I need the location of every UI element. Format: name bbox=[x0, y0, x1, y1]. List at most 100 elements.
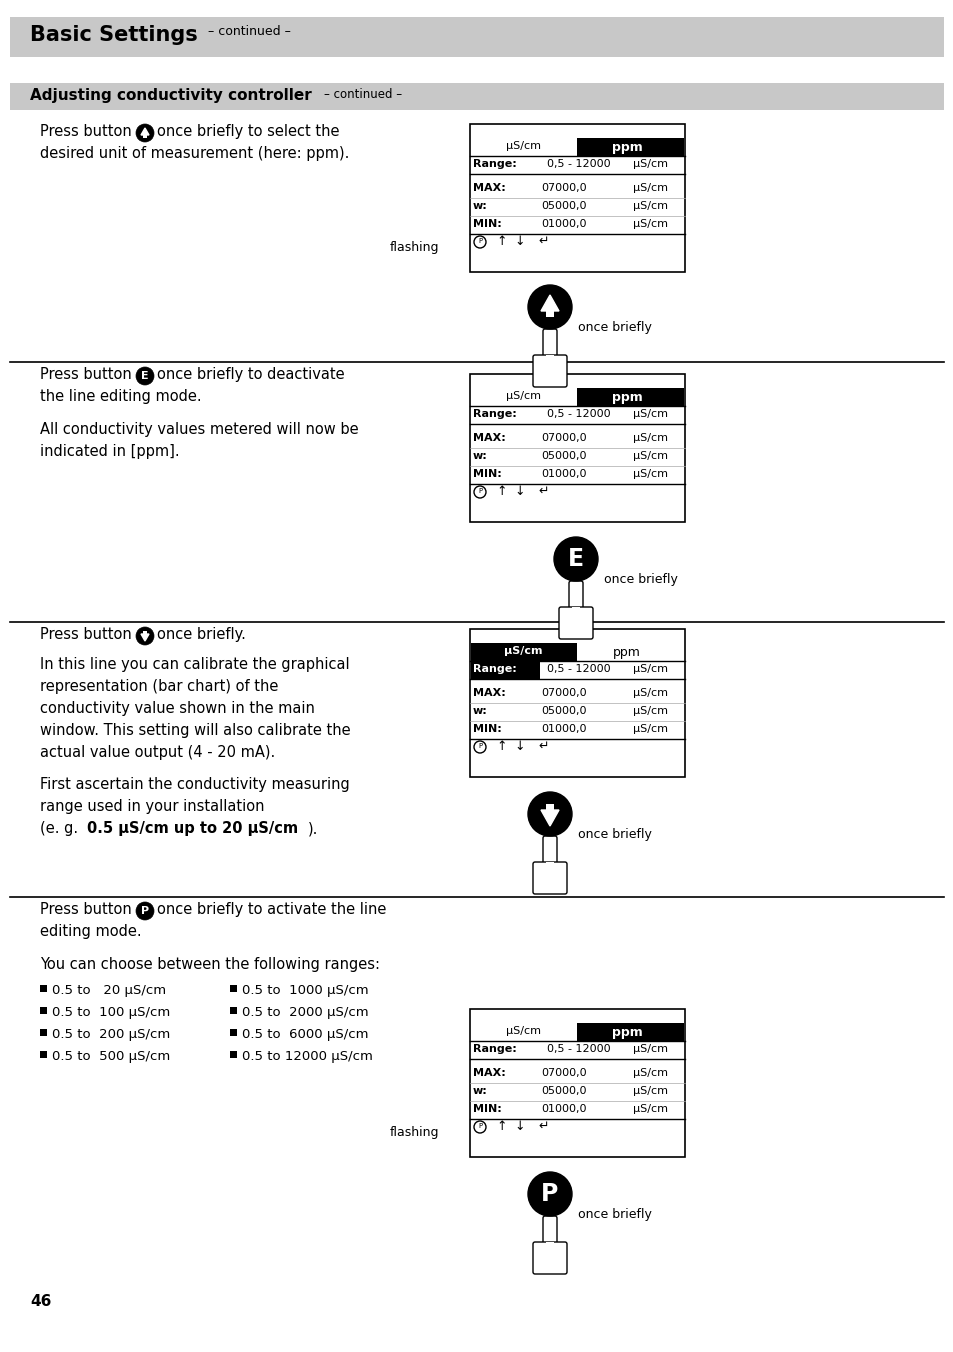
Circle shape bbox=[136, 627, 153, 645]
Text: 07000,0: 07000,0 bbox=[540, 433, 586, 443]
Text: 0.5 to  2000 μS/cm: 0.5 to 2000 μS/cm bbox=[242, 1006, 368, 1019]
Text: ↑: ↑ bbox=[496, 740, 506, 753]
Circle shape bbox=[474, 1121, 485, 1133]
Text: once briefly.: once briefly. bbox=[157, 627, 246, 642]
Bar bbox=[230, 1051, 236, 1059]
Text: ppm: ppm bbox=[611, 141, 641, 154]
Text: ↵: ↵ bbox=[537, 1119, 548, 1133]
Text: – continued –: – continued – bbox=[208, 24, 291, 38]
Text: Range:: Range: bbox=[473, 1044, 517, 1055]
Bar bbox=[471, 1023, 577, 1041]
Text: MIN:: MIN: bbox=[473, 469, 501, 479]
Bar bbox=[545, 804, 554, 814]
Text: E: E bbox=[141, 370, 149, 381]
Text: 46: 46 bbox=[30, 1294, 51, 1309]
Text: ↓: ↓ bbox=[514, 235, 524, 247]
Text: You can choose between the following ranges:: You can choose between the following ran… bbox=[40, 957, 379, 972]
Text: μS/cm: μS/cm bbox=[633, 410, 668, 419]
Text: μS/cm: μS/cm bbox=[633, 725, 668, 734]
Text: editing mode.: editing mode. bbox=[40, 923, 141, 940]
Text: ↵: ↵ bbox=[537, 485, 548, 498]
Text: ↓: ↓ bbox=[514, 740, 524, 753]
Text: μS/cm: μS/cm bbox=[633, 1068, 668, 1078]
Bar bbox=[143, 631, 147, 635]
Text: μS/cm: μS/cm bbox=[633, 1086, 668, 1096]
FancyBboxPatch shape bbox=[542, 1215, 557, 1251]
Bar bbox=[470, 1009, 684, 1157]
Text: once briefly: once briefly bbox=[578, 320, 651, 334]
Text: 0.5 to  6000 μS/cm: 0.5 to 6000 μS/cm bbox=[242, 1028, 368, 1041]
Bar bbox=[545, 1242, 554, 1251]
Circle shape bbox=[136, 902, 153, 919]
Text: once briefly: once briefly bbox=[578, 827, 651, 841]
Text: Range:: Range: bbox=[473, 410, 517, 419]
Text: ).: ). bbox=[308, 821, 318, 836]
Text: MAX:: MAX: bbox=[473, 688, 505, 698]
Text: 05000,0: 05000,0 bbox=[540, 452, 586, 461]
Text: MIN:: MIN: bbox=[473, 1105, 501, 1114]
Bar bbox=[40, 1007, 47, 1014]
Text: Press button: Press button bbox=[40, 627, 132, 642]
Text: μS/cm: μS/cm bbox=[633, 219, 668, 228]
Bar bbox=[471, 644, 577, 661]
Text: range used in your installation: range used in your installation bbox=[40, 799, 264, 814]
Text: ↓: ↓ bbox=[514, 485, 524, 498]
Text: MAX:: MAX: bbox=[473, 183, 505, 193]
Bar bbox=[470, 375, 684, 522]
Text: w:: w: bbox=[473, 706, 487, 717]
Bar bbox=[40, 1051, 47, 1059]
Text: once briefly: once briefly bbox=[578, 1207, 651, 1221]
Text: Basic Settings: Basic Settings bbox=[30, 24, 197, 45]
Text: μS/cm: μS/cm bbox=[633, 452, 668, 461]
Text: μS/cm: μS/cm bbox=[633, 201, 668, 211]
FancyBboxPatch shape bbox=[533, 356, 566, 387]
Text: once briefly to select the: once briefly to select the bbox=[157, 124, 339, 139]
Text: ↵: ↵ bbox=[537, 235, 548, 247]
Text: w:: w: bbox=[473, 452, 487, 461]
Text: w:: w: bbox=[473, 201, 487, 211]
Text: 0,5 - 12000: 0,5 - 12000 bbox=[547, 1044, 610, 1055]
Text: Press button: Press button bbox=[40, 124, 132, 139]
Text: All conductivity values metered will now be: All conductivity values metered will now… bbox=[40, 422, 358, 437]
FancyBboxPatch shape bbox=[558, 607, 593, 639]
Text: P: P bbox=[477, 488, 481, 493]
Text: Range:: Range: bbox=[473, 664, 517, 675]
Text: 0.5 to   20 μS/cm: 0.5 to 20 μS/cm bbox=[52, 984, 166, 996]
Text: ppm: ppm bbox=[611, 391, 641, 404]
Circle shape bbox=[136, 124, 153, 142]
Text: μS/cm: μS/cm bbox=[633, 1044, 668, 1055]
Bar bbox=[230, 1029, 236, 1036]
Circle shape bbox=[474, 237, 485, 247]
Text: μS/cm: μS/cm bbox=[633, 469, 668, 479]
Text: window. This setting will also calibrate the: window. This setting will also calibrate… bbox=[40, 723, 351, 738]
Text: Press button: Press button bbox=[40, 366, 132, 383]
Bar bbox=[40, 986, 47, 992]
Circle shape bbox=[527, 285, 572, 329]
Text: 0,5 - 12000: 0,5 - 12000 bbox=[547, 160, 610, 169]
Text: E: E bbox=[567, 548, 583, 571]
Text: 0.5 to  500 μS/cm: 0.5 to 500 μS/cm bbox=[52, 1051, 170, 1063]
Text: 0.5 to  100 μS/cm: 0.5 to 100 μS/cm bbox=[52, 1006, 170, 1019]
FancyBboxPatch shape bbox=[568, 581, 582, 615]
Text: μS/cm: μS/cm bbox=[633, 1105, 668, 1114]
Bar bbox=[577, 644, 683, 661]
Text: 01000,0: 01000,0 bbox=[540, 1105, 586, 1114]
Text: 0.5 to 12000 μS/cm: 0.5 to 12000 μS/cm bbox=[242, 1051, 373, 1063]
Text: 01000,0: 01000,0 bbox=[540, 219, 586, 228]
Text: MIN:: MIN: bbox=[473, 725, 501, 734]
Text: ↵: ↵ bbox=[537, 740, 548, 753]
Bar bbox=[10, 18, 943, 57]
Text: μS/cm: μS/cm bbox=[633, 160, 668, 169]
Text: 01000,0: 01000,0 bbox=[540, 469, 586, 479]
Text: desired unit of measurement (here: ppm).: desired unit of measurement (here: ppm). bbox=[40, 146, 349, 161]
Bar bbox=[40, 1029, 47, 1036]
Text: ↑: ↑ bbox=[496, 235, 506, 247]
FancyBboxPatch shape bbox=[533, 1242, 566, 1274]
Text: μS/cm: μS/cm bbox=[633, 688, 668, 698]
Text: once briefly: once briefly bbox=[603, 573, 678, 585]
Bar bbox=[471, 138, 577, 155]
Text: 07000,0: 07000,0 bbox=[540, 183, 586, 193]
Bar bbox=[470, 124, 684, 272]
Bar bbox=[572, 607, 579, 615]
Text: P: P bbox=[477, 744, 481, 749]
